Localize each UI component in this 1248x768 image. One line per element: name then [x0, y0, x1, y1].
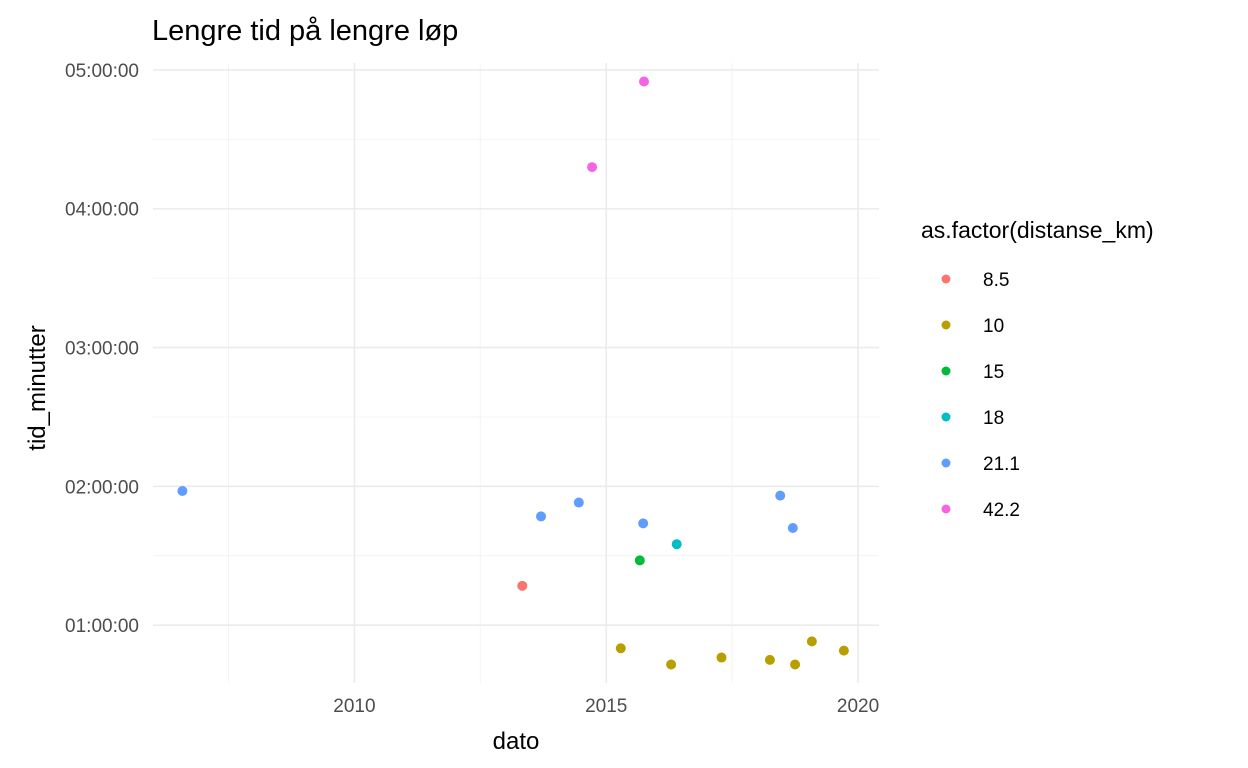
data-point: [638, 518, 649, 529]
y-tick-label: 04:00:00: [65, 200, 139, 221]
y-axis-title: tid_minutter: [24, 325, 51, 450]
y-axis-ticks: 01:00:00 02:00:00 03:00:00 04:00:00 05:00:00: [65, 61, 139, 637]
data-point: [671, 539, 682, 550]
data-point: [775, 490, 786, 501]
legend: 8.5 10 15 18 21.1 42.2: [941, 270, 1020, 521]
data-point: [517, 580, 528, 591]
legend-label: 18: [983, 408, 1004, 429]
x-axis-ticks: 2010 2015 2020: [333, 696, 879, 717]
legend-key: [941, 366, 951, 376]
data-point: [573, 497, 584, 508]
legend-label: 8.5: [983, 270, 1009, 291]
data-point: [177, 485, 188, 496]
data-point: [716, 652, 727, 663]
data-point: [806, 636, 817, 647]
x-axis-title: dato: [493, 728, 540, 755]
legend-title: as.factor(distanse_km): [921, 217, 1154, 243]
y-tick-label: 01:00:00: [65, 616, 139, 637]
data-point: [787, 523, 798, 533]
data-point: [764, 654, 775, 665]
legend-key: [941, 458, 951, 468]
legend-label: 15: [983, 362, 1004, 383]
legend-key: [941, 274, 951, 284]
legend-label: 42.2: [983, 500, 1020, 521]
data-point: [536, 511, 547, 522]
data-point: [790, 659, 801, 670]
legend-key: [941, 504, 951, 514]
legend-key: [941, 412, 951, 422]
data-point: [615, 643, 626, 654]
y-tick-label: 02:00:00: [65, 477, 139, 498]
data-point: [666, 659, 677, 670]
data-points: [177, 76, 849, 670]
data-point: [838, 645, 849, 656]
data-point: [638, 76, 649, 87]
chart-title: Lengre tid på lengre løp: [152, 15, 458, 47]
x-tick-label: 2015: [585, 696, 627, 717]
y-tick-label: 03:00:00: [65, 339, 139, 360]
y-tick-label: 05:00:00: [65, 61, 139, 82]
x-tick-label: 2010: [333, 696, 375, 717]
x-tick-label: 2020: [837, 696, 879, 717]
data-point: [634, 555, 645, 566]
grid: [153, 63, 879, 683]
legend-key: [941, 320, 951, 330]
legend-label: 10: [983, 316, 1004, 337]
data-point: [587, 162, 598, 173]
legend-label: 21.1: [983, 454, 1020, 475]
